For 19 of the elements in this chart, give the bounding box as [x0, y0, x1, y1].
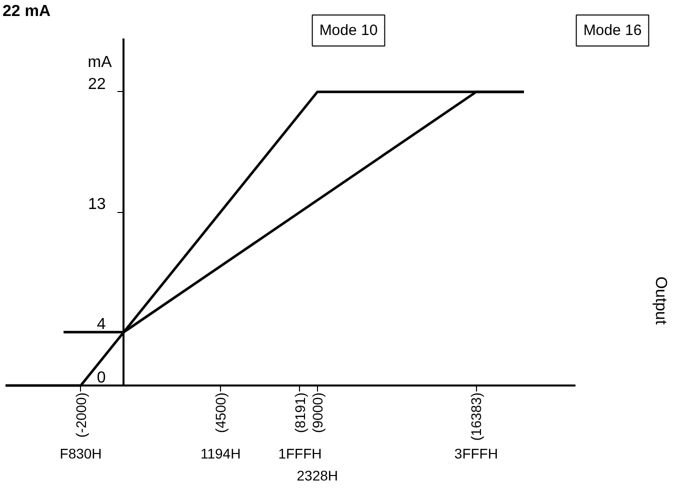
x-tick-label: (9000) — [309, 392, 326, 433]
y-tick-label: 13 — [88, 196, 106, 213]
chart-title: 22 mA — [2, 3, 51, 20]
x-tick-label: (16383) — [468, 392, 484, 441]
text: 1FFFH — [278, 446, 322, 462]
text: 1194H — [200, 446, 241, 462]
y-tick-label: 22 — [88, 76, 106, 93]
y-tick-label: 4 — [96, 316, 106, 334]
text: 2328H — [296, 468, 338, 484]
text: F830H — [60, 446, 102, 462]
x-tick-label: (-2000) — [72, 392, 89, 438]
text: Output — [652, 276, 669, 326]
text: 3FFFH — [454, 446, 498, 462]
y-axis-title: mA — [88, 54, 112, 71]
x-tick-label: (4500) — [212, 392, 229, 433]
text: Mode 10 — [319, 22, 378, 39]
y-tick-label: 0 — [96, 370, 106, 386]
text: Mode 16 — [583, 22, 642, 39]
x-tick-label: (8191) — [292, 392, 308, 433]
